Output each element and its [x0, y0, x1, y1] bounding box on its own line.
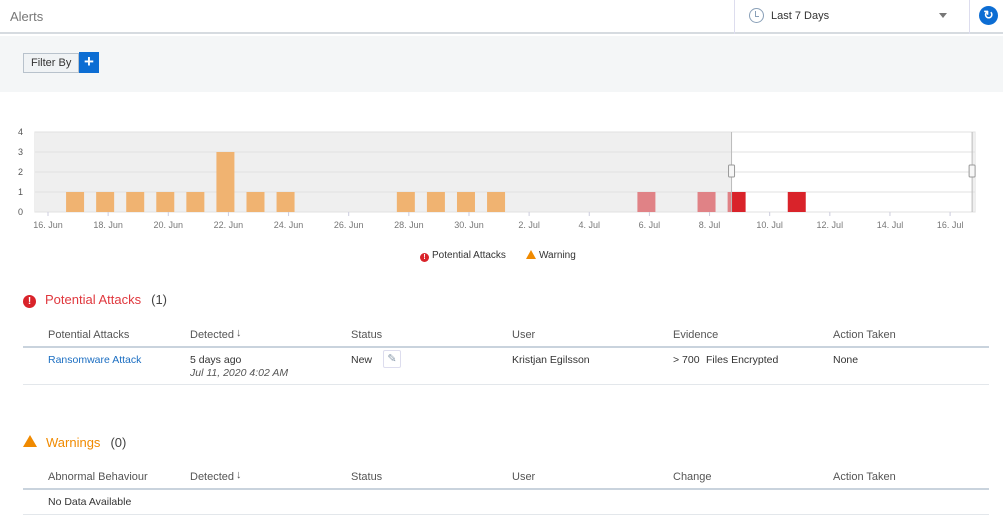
divider	[23, 488, 989, 490]
attacks-section-title: ! Potential Attacks (1)	[23, 292, 167, 308]
warning-triangle-icon	[525, 250, 536, 259]
bar	[637, 192, 656, 212]
evidence-value: Files Encrypted	[706, 354, 779, 366]
evidence-count: > 700	[673, 354, 700, 366]
edit-status-button[interactable]: ✎	[383, 350, 401, 368]
page-header: Alerts Last 7 Days ↻	[0, 0, 1003, 34]
refresh-button[interactable]: ↻	[979, 6, 998, 25]
selection-handle[interactable]	[728, 164, 736, 178]
warning-triangle-icon	[23, 435, 37, 447]
y-tick-label: 3	[18, 147, 23, 157]
column-header[interactable]: Evidence	[673, 329, 719, 341]
x-tick-label: 28. Jun	[394, 220, 424, 230]
bar	[246, 192, 265, 212]
x-tick-label: 24. Jun	[274, 220, 304, 230]
detected-time: Jul 11, 2020 4:02 AM	[190, 367, 289, 379]
status-value: New	[351, 354, 373, 366]
column-header[interactable]: Status	[351, 471, 383, 483]
x-tick-label: 8. Jul	[699, 220, 721, 230]
x-tick-label: 22. Jun	[214, 220, 244, 230]
attack-link[interactable]: Ransomware Attack	[48, 354, 142, 366]
bar	[456, 192, 475, 212]
column-header[interactable]: Status	[351, 329, 383, 341]
divider	[23, 514, 989, 515]
time-range-value: Last 7 Days	[771, 10, 830, 22]
x-tick-label: 20. Jun	[154, 220, 184, 230]
alert-circle-icon: !	[23, 295, 36, 308]
detected-relative: 5 days ago	[190, 354, 242, 366]
action-value: None	[833, 354, 859, 366]
bar	[487, 192, 506, 212]
bar	[396, 192, 415, 212]
sort-desc-icon[interactable]: ↓	[236, 327, 242, 339]
time-range-dropdown[interactable]: Last 7 Days	[734, 0, 970, 34]
chart-legend: ! Potential Attacks Warning	[420, 250, 576, 262]
clock-icon	[749, 8, 764, 23]
x-tick-label: 12. Jul	[817, 220, 844, 230]
sort-desc-icon[interactable]: ↓	[236, 469, 242, 481]
bar	[426, 192, 445, 212]
bar	[186, 192, 205, 212]
x-tick-label: 30. Jun	[454, 220, 484, 230]
x-tick-label: 26. Jun	[334, 220, 364, 230]
bar	[276, 192, 295, 212]
bar	[216, 152, 235, 212]
bar	[126, 192, 145, 212]
column-header[interactable]: Detected	[190, 471, 235, 483]
column-header[interactable]: User	[512, 471, 536, 483]
page-title: Alerts	[10, 9, 44, 24]
bar	[66, 192, 85, 212]
bar	[727, 192, 732, 212]
bar	[96, 192, 115, 212]
column-header[interactable]: Detected	[190, 329, 235, 341]
bar	[697, 192, 716, 212]
x-tick-label: 6. Jul	[639, 220, 661, 230]
x-tick-label: 14. Jul	[877, 220, 904, 230]
user-value: Kristjan Egilsson	[512, 354, 590, 366]
legend-item-warning[interactable]: Warning	[525, 250, 576, 262]
filter-bar: Filter By +	[0, 36, 1003, 92]
divider	[23, 346, 989, 348]
x-tick-label: 16. Jun	[33, 220, 63, 230]
warnings-section-title: Warnings (0)	[23, 435, 126, 450]
column-header[interactable]: Action Taken	[833, 471, 896, 483]
divider	[23, 384, 989, 385]
bar	[156, 192, 175, 212]
legend-item-attacks[interactable]: ! Potential Attacks	[420, 250, 506, 262]
column-header[interactable]: Abnormal Behaviour	[48, 471, 148, 483]
x-tick-label: 2. Jul	[518, 220, 540, 230]
y-tick-label: 0	[18, 207, 23, 217]
alerts-chart[interactable]: 0 1 2 3 4 16. Jun 18. Jun 20. Jun 22. Jun 24. Jun…	[0, 120, 1003, 245]
filter-by-button[interactable]: Filter By	[23, 53, 80, 73]
column-header[interactable]: User	[512, 329, 536, 341]
column-header[interactable]: Change	[673, 471, 712, 483]
x-tick-label: 10. Jul	[756, 220, 783, 230]
column-header[interactable]: Action Taken	[833, 329, 896, 341]
bar	[787, 192, 806, 212]
bar	[731, 192, 746, 212]
y-tick-label: 2	[18, 167, 23, 177]
x-tick-label: 4. Jul	[579, 220, 601, 230]
x-tick-label: 16. Jul	[937, 220, 964, 230]
empty-message: No Data Available	[48, 496, 132, 508]
chevron-down-icon	[939, 13, 947, 22]
y-tick-label: 4	[18, 127, 23, 137]
selection-handle[interactable]	[968, 164, 976, 178]
x-tick-label: 18. Jun	[93, 220, 123, 230]
column-header[interactable]: Potential Attacks	[48, 329, 130, 341]
y-tick-label: 1	[18, 187, 23, 197]
alert-circle-icon: !	[420, 253, 429, 262]
add-filter-button[interactable]: +	[79, 52, 99, 73]
